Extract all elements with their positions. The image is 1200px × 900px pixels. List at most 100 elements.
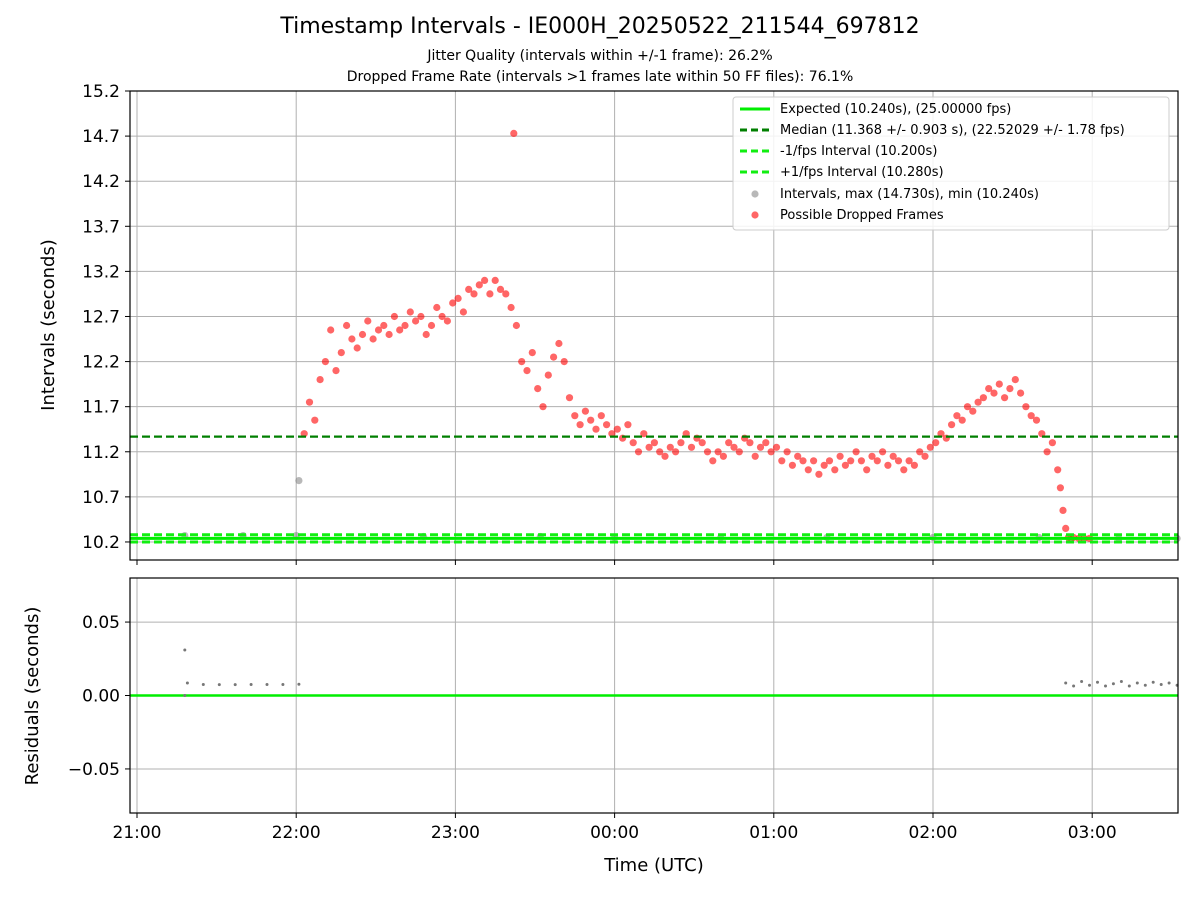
dropped-frame-point	[443, 317, 451, 325]
dropped-frame-point	[597, 412, 605, 420]
dropped-frame-point	[661, 452, 669, 460]
legend-plus-fps-label: +1/fps Interval (10.280s)	[780, 165, 944, 180]
residual-point	[1135, 681, 1139, 685]
dropped-frame-point	[645, 443, 653, 451]
residual-series-0	[183, 648, 1179, 697]
dropped-frame-point	[544, 371, 552, 379]
dropped-frame-point	[502, 290, 510, 298]
dropped-frame-point	[624, 421, 632, 429]
dropped-frame-point	[863, 466, 871, 474]
dropped-frame-point	[836, 452, 844, 460]
dropped-frame-point	[634, 448, 643, 456]
dropped-frame-point	[767, 448, 775, 456]
bottom-y-tick-label: 0.05	[82, 613, 120, 633]
dropped-frame-point	[847, 457, 855, 465]
interval-point	[295, 477, 303, 485]
dropped-frame-point	[714, 448, 722, 456]
chart-subtitle-jitter: Jitter Quality (intervals within +/-1 fr…	[427, 48, 773, 64]
dropped-frame-point	[1048, 439, 1056, 447]
dropped-frame-point	[905, 457, 913, 465]
dropped-frame-point	[666, 443, 674, 451]
dropped-frame-point	[815, 470, 823, 478]
dropped-frame-point	[650, 439, 659, 447]
dropped-frame-point	[1038, 430, 1046, 438]
dropped-frame-point	[401, 321, 409, 330]
residual-point	[1151, 680, 1155, 684]
dropped-frame-point	[1022, 403, 1030, 411]
dropped-frame-point	[343, 321, 351, 330]
dropped-frame-point	[369, 335, 377, 343]
x-tick-label: 02:00	[909, 823, 958, 843]
dropped-frame-point	[459, 308, 467, 316]
dropped-frame-point	[321, 358, 329, 366]
dropped-frame-point	[746, 439, 754, 447]
dropped-frame-point	[1027, 412, 1035, 420]
top-axes-frame	[129, 90, 1179, 561]
dropped-frame-point	[305, 398, 314, 406]
dropped-frame-point	[539, 403, 547, 411]
dropped-frame-point	[932, 439, 940, 447]
dropped-frame-point	[465, 285, 473, 293]
legend-minus-fps-label: -1/fps Interval (10.200s)	[780, 144, 937, 159]
residual-point	[297, 682, 301, 686]
dropped-frame-point	[587, 416, 595, 424]
dropped-frame-point	[613, 425, 621, 433]
residual-point	[185, 681, 189, 685]
dropped-frame-point	[916, 448, 924, 456]
legend-dropped-swatch	[751, 211, 759, 219]
dropped-frame-point	[799, 457, 807, 465]
dropped-frame-point	[422, 330, 430, 339]
dropped-frame-point	[921, 452, 929, 460]
residual-point	[1072, 684, 1076, 688]
top-y-ticks: 10.2 10.7 11.2 11.7 12.2 12.7 13.2 13.7 14.2 14.7…	[82, 82, 1093, 565]
dropped-frame-point	[348, 335, 356, 343]
x-tick-label: 22:00	[272, 823, 321, 843]
legend: Expected (10.240s), (25.00000 fps) Media…	[732, 96, 1170, 231]
dropped-frame-point	[756, 443, 765, 451]
x-tick-label: 21:00	[113, 823, 162, 843]
residual-point	[1119, 680, 1123, 683]
dropped-frame-point	[687, 443, 696, 451]
dropped-frame-point	[364, 317, 372, 325]
dropped-frame-point	[512, 321, 521, 330]
dropped-frame-point	[571, 412, 579, 420]
dropped-frame-point	[560, 358, 568, 366]
dropped-frame-point	[454, 294, 462, 302]
top-y-tick-label: 10.7	[82, 488, 120, 508]
dropped-frame-point	[974, 398, 982, 406]
dropped-frame-point	[709, 457, 717, 465]
dropped-frame-point	[470, 290, 478, 298]
chart-title: Timestamp Intervals - IE000H_20250522_21…	[280, 14, 920, 39]
dropped-frame-point	[1043, 448, 1051, 456]
x-tick-label: 23:00	[431, 823, 480, 843]
bottom-y-tick-label: −0.05	[68, 760, 120, 780]
dropped-frame-point	[783, 448, 791, 456]
residual-point	[1096, 680, 1099, 684]
dropped-frame-point	[629, 439, 637, 447]
dropped-frame-point	[995, 380, 1003, 388]
dropped-frame-point	[868, 452, 876, 460]
dropped-frame-point	[900, 466, 908, 474]
dropped-frame-point	[576, 421, 584, 429]
dropped-frame-point	[841, 461, 850, 469]
legend-expected-label: Expected (10.240s), (25.00000 fps)	[780, 102, 1011, 117]
legend-intervals-swatch	[751, 190, 759, 198]
dropped-frame-point	[507, 303, 515, 312]
legend-box	[732, 96, 1170, 231]
dropped-frame-point	[831, 466, 839, 474]
legend-median-label: Median (11.368 +/- 0.903 s), (22.52029 +…	[780, 123, 1125, 138]
legend-intervals-label: Intervals, max (14.730s), min (10.240s)	[780, 187, 1039, 202]
x-tick-label: 03:00	[1068, 823, 1117, 843]
top-y-tick-label: 11.2	[82, 443, 120, 463]
residual-point	[1127, 684, 1131, 688]
dropped-frame-point	[820, 461, 828, 469]
x-axis-label: Time (UTC)	[603, 855, 704, 876]
residual-point	[1080, 680, 1084, 683]
bottom-plot	[130, 648, 1179, 697]
dropped-frame-point	[698, 439, 706, 447]
dropped-frame-point	[300, 430, 308, 438]
dropped-frame-point	[703, 448, 712, 456]
top-y-tick-label: 15.2	[82, 82, 120, 102]
dropped-frame-point	[427, 321, 436, 330]
residual-point	[1111, 682, 1115, 686]
